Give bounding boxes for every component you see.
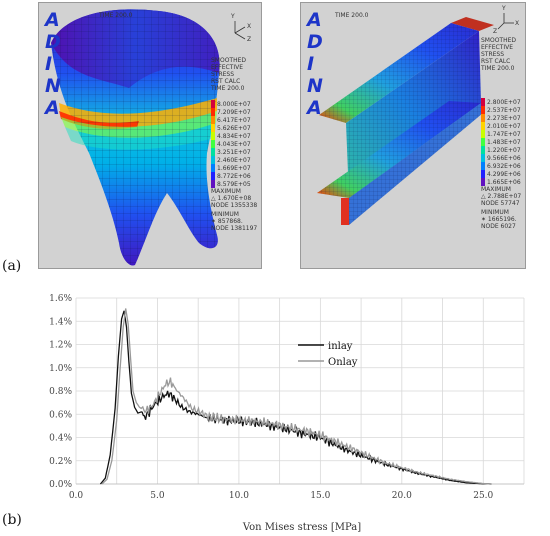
legend-swatch <box>211 132 215 140</box>
series-line-onlay <box>101 308 492 485</box>
legend-entry: 8.772E+06 <box>211 172 251 180</box>
left-simulation-panel: A D I N A TIME 200.0 Y X Z SMOOTHED EFFEC… <box>38 2 262 269</box>
y-axis-ticks: 0.0% 0.2% 0.4% 0.6% 0.8% 1.0% 1.2% 1.4% 1.6% <box>49 294 72 490</box>
minimum-info: MINIMUM ✶ 857868. NODE 1381197 <box>211 211 258 232</box>
y-tick-label: 1.6% <box>49 294 72 304</box>
legend-swatch <box>211 172 215 180</box>
legend-swatch <box>481 130 485 138</box>
axis-label-z: Z <box>493 28 498 35</box>
y-tick-label: 1.0% <box>49 364 72 374</box>
result-title: SMOOTHED EFFECTIVE STRESS RST CALC TIME 200.… <box>211 57 247 92</box>
legend-entry: 5.626E+07 <box>211 124 251 132</box>
axis-triad <box>497 13 514 30</box>
legend-swatch <box>211 164 215 172</box>
adina-logo: A D I N A <box>307 9 323 119</box>
legend-label-onlay: Onlay <box>328 357 358 368</box>
minimum-info: MINIMUM ✶ 1665196. NODE 6027 <box>481 209 517 230</box>
x-tick-label: 15.0 <box>310 491 330 501</box>
legend-swatch <box>211 140 215 148</box>
legend-swatch <box>481 98 485 106</box>
legend-swatch <box>481 106 485 114</box>
legend-entry: 4.299E+06 <box>481 170 521 178</box>
legend-entry: 8.000E+07 <box>211 100 251 108</box>
time-label: TIME 200.0 <box>335 12 369 19</box>
y-tick-label: 1.2% <box>49 341 72 351</box>
maximum-info: MAXIMUM △ 2.788E+07 NODE 57747 <box>481 186 522 207</box>
legend-entry: 2.800E+07 <box>481 98 521 106</box>
legend-swatch <box>211 124 215 132</box>
x-tick-label: 5.0 <box>150 491 165 501</box>
chart-legend: inlay Onlay <box>298 341 358 368</box>
x-tick-label: 0.0 <box>69 491 84 501</box>
axis-triad <box>234 21 246 40</box>
panel-b-label: (b) <box>2 512 22 528</box>
channel-beam-figure <box>317 13 514 225</box>
legend-swatch <box>211 148 215 156</box>
x-axis-ticks: 0.0 5.0 10.0 15.0 20.0 25.0 <box>69 491 494 501</box>
legend-swatch <box>211 116 215 124</box>
legend-entry: 1.483E+07 <box>481 138 521 146</box>
legend-swatch <box>481 114 485 122</box>
legend-entry: 6.932E+06 <box>481 162 521 170</box>
legend-label-inlay: inlay <box>328 341 353 352</box>
right-simulation-panel: A D I N A TIME 200.0 Y X Z SMOOTHED EFFEC… <box>300 2 526 269</box>
legend-entry: 3.251E+07 <box>211 148 251 156</box>
legend-swatch <box>481 138 485 146</box>
color-legend: 8.000E+07 7.209E+07 6.417E+07 5.626E+07 … <box>211 100 251 188</box>
x-tick-label: 20.0 <box>392 491 412 501</box>
y-tick-label: 0.4% <box>49 434 72 444</box>
legend-swatch <box>211 100 215 108</box>
color-legend: 2.800E+07 2.537E+07 2.273E+07 2.010E+07 … <box>481 98 521 186</box>
legend-entry: 2.460E+07 <box>211 156 251 164</box>
y-tick-label: 1.4% <box>49 317 72 327</box>
legend-entry: 1.747E+07 <box>481 130 521 138</box>
chart-gridlines <box>75 297 525 485</box>
result-title: SMOOTHED EFFECTIVE STRESS RST CALC TIME 200.… <box>481 37 517 72</box>
legend-swatch <box>211 156 215 164</box>
legend-entry: 7.209E+07 <box>211 108 251 116</box>
legend-entry: 9.566E+06 <box>481 154 521 162</box>
legend-swatch <box>211 180 215 188</box>
axis-label-x: X <box>515 20 520 27</box>
beam-lip <box>341 198 349 225</box>
legend-entry: 2.273E+07 <box>481 114 521 122</box>
legend-swatch <box>481 146 485 154</box>
legend-swatch <box>481 154 485 162</box>
chart-series-lines <box>99 308 492 485</box>
x-axis-label: Von Mises stress [MPa] <box>242 522 361 533</box>
axis-label-x: X <box>247 23 252 30</box>
adina-logo: A D I N A <box>45 9 61 119</box>
legend-entry: 1.669E+07 <box>211 164 251 172</box>
maximum-info: MAXIMUM △ 1.670E+08 NODE 1355338 <box>211 188 258 209</box>
y-tick-label: 0.0% <box>49 480 72 490</box>
y-tick-label: 0.6% <box>49 410 72 420</box>
legend-entry: 1.220E+07 <box>481 146 521 154</box>
series-line-inlay <box>99 310 492 485</box>
stress-distribution-chart: 0.0% 0.2% 0.4% 0.6% 0.8% 1.0% 1.2% 1.4% 1.6% 0.0… <box>49 294 525 533</box>
time-label: TIME 200.0 <box>99 12 133 19</box>
panel-a-label: (a) <box>2 258 22 274</box>
axis-label-z: Z <box>247 36 252 43</box>
x-tick-label: 10.0 <box>229 491 249 501</box>
legend-entry: 4.043E+07 <box>211 140 251 148</box>
legend-entry: 2.537E+07 <box>481 106 521 114</box>
beam-top-flange <box>451 17 494 31</box>
legend-swatch <box>481 122 485 130</box>
axis-label-y: Y <box>231 13 235 20</box>
legend-entry: 4.834E+07 <box>211 132 251 140</box>
legend-swatch <box>211 108 215 116</box>
axis-label-y: Y <box>502 5 506 12</box>
legend-swatch <box>481 162 485 170</box>
tooth-model-figure <box>51 9 246 266</box>
legend-entry: 6.417E+07 <box>211 116 251 124</box>
legend-swatch <box>481 170 485 178</box>
y-tick-label: 0.2% <box>49 457 72 467</box>
y-tick-label: 0.8% <box>49 387 72 397</box>
legend-entry: 8.579E+05 <box>211 180 251 188</box>
legend-entry: 2.010E+07 <box>481 122 521 130</box>
legend-swatch <box>481 178 485 186</box>
legend-entry: 1.665E+06 <box>481 178 521 186</box>
x-tick-label: 25.0 <box>473 491 493 501</box>
